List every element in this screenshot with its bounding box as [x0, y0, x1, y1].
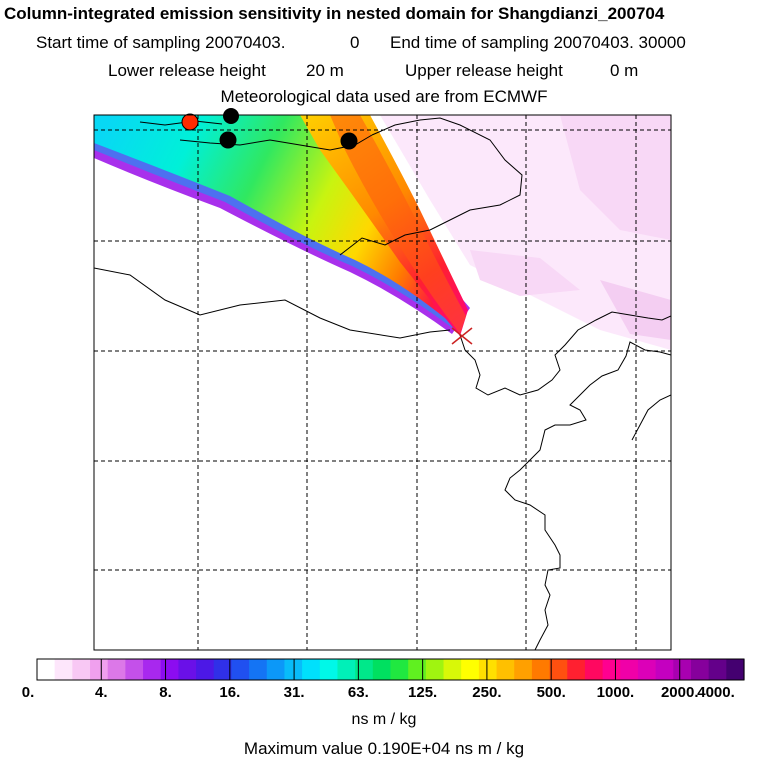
colorbar-swatch	[620, 659, 639, 680]
lower-height-label: Lower release height	[108, 61, 266, 80]
colorbar-swatch	[337, 659, 356, 680]
colorbar-swatch	[178, 659, 197, 680]
colorbar-swatch	[584, 659, 604, 680]
start-time-value: 0	[350, 33, 360, 52]
colorbar-swatch	[372, 659, 392, 680]
end-time-label: End time of sampling 20070403. 30000	[390, 33, 686, 52]
colorbar-swatch	[567, 659, 586, 680]
colorbar-label: 63.	[347, 684, 369, 701]
colorbar-swatch	[690, 659, 710, 680]
upper-height-label: Upper release height	[405, 61, 563, 80]
colorbar-swatch	[143, 659, 162, 680]
colorbar-swatch	[231, 659, 250, 680]
colorbar-swatch	[726, 659, 745, 680]
colorbar-swatch	[355, 659, 374, 680]
colorbar-label: 500.	[536, 684, 566, 701]
colorbar-swatch	[160, 659, 180, 680]
site-marker-black-1	[223, 108, 239, 124]
colorbar-label: 4000.	[697, 684, 735, 701]
colorbar-swatch	[531, 659, 551, 680]
maximum-value: Maximum value 0.190E+04 ns m / kg	[243, 739, 525, 758]
colorbar-swatch	[708, 659, 727, 680]
colorbar-swatch	[408, 659, 427, 680]
colorbar-swatch	[319, 659, 339, 680]
colorbar-swatch	[90, 659, 109, 680]
colorbar-label: 0.	[21, 684, 35, 701]
colorbar-swatch	[249, 659, 268, 680]
colorbar-swatch	[72, 659, 91, 680]
colorbar-units: ns m / kg	[351, 711, 417, 728]
colorbar-label: 1000.	[596, 684, 635, 701]
site-marker-black-3	[340, 132, 358, 150]
lower-height-value: 20 m	[306, 61, 344, 80]
colorbar-swatch	[602, 659, 621, 680]
coastline-boundaries	[94, 117, 671, 650]
colorbar-swatch	[213, 659, 233, 680]
colorbar-swatch	[461, 659, 480, 680]
colorbar-swatch	[425, 659, 445, 680]
colorbar-swatch	[284, 659, 303, 680]
colorbar-swatch	[549, 659, 568, 680]
colorbar-swatch	[54, 659, 73, 680]
colorbar-label: 16.	[219, 684, 241, 701]
colorbar-swatch	[266, 659, 286, 680]
colorbar-swatch	[655, 659, 674, 680]
colorbar-swatch	[125, 659, 144, 680]
colorbar-frame	[36, 658, 745, 681]
site-marker-red	[181, 113, 199, 131]
colorbar-swatch	[443, 659, 462, 680]
colorbar-swatch	[37, 659, 56, 680]
colorbar-label: 4.	[95, 684, 108, 701]
colorbar-swatch	[514, 659, 533, 680]
meteorological-source: Meteorological data used are from ECMWF	[220, 87, 548, 106]
colorbar-swatch	[478, 659, 498, 680]
colorbar-label: 2000.	[660, 684, 699, 701]
upper-height-value: 0 m	[610, 61, 639, 80]
colorbar-swatch	[496, 659, 515, 680]
colorbar	[36, 658, 745, 681]
colorbar-label: 8.	[159, 684, 172, 701]
colorbar-swatch	[107, 659, 126, 680]
site-marker-black-2	[219, 131, 237, 149]
colorbar-swatch	[302, 659, 321, 680]
colorbar-label: 250.	[472, 684, 502, 701]
colorbar-swatch	[637, 659, 657, 680]
plot-title: Column-integrated emission sensitivity i…	[4, 4, 665, 23]
sensitivity-field	[94, 115, 671, 350]
colorbar-swatch	[673, 659, 692, 680]
start-time-label: Start time of sampling 20070403.	[36, 33, 286, 52]
colorbar-label: 125.	[408, 684, 438, 701]
map-frame	[93, 114, 672, 651]
receptor-x-marker	[451, 327, 473, 345]
colorbar-label: 31.	[283, 684, 305, 701]
colorbar-swatch	[196, 659, 215, 680]
colorbar-swatch	[390, 659, 409, 680]
